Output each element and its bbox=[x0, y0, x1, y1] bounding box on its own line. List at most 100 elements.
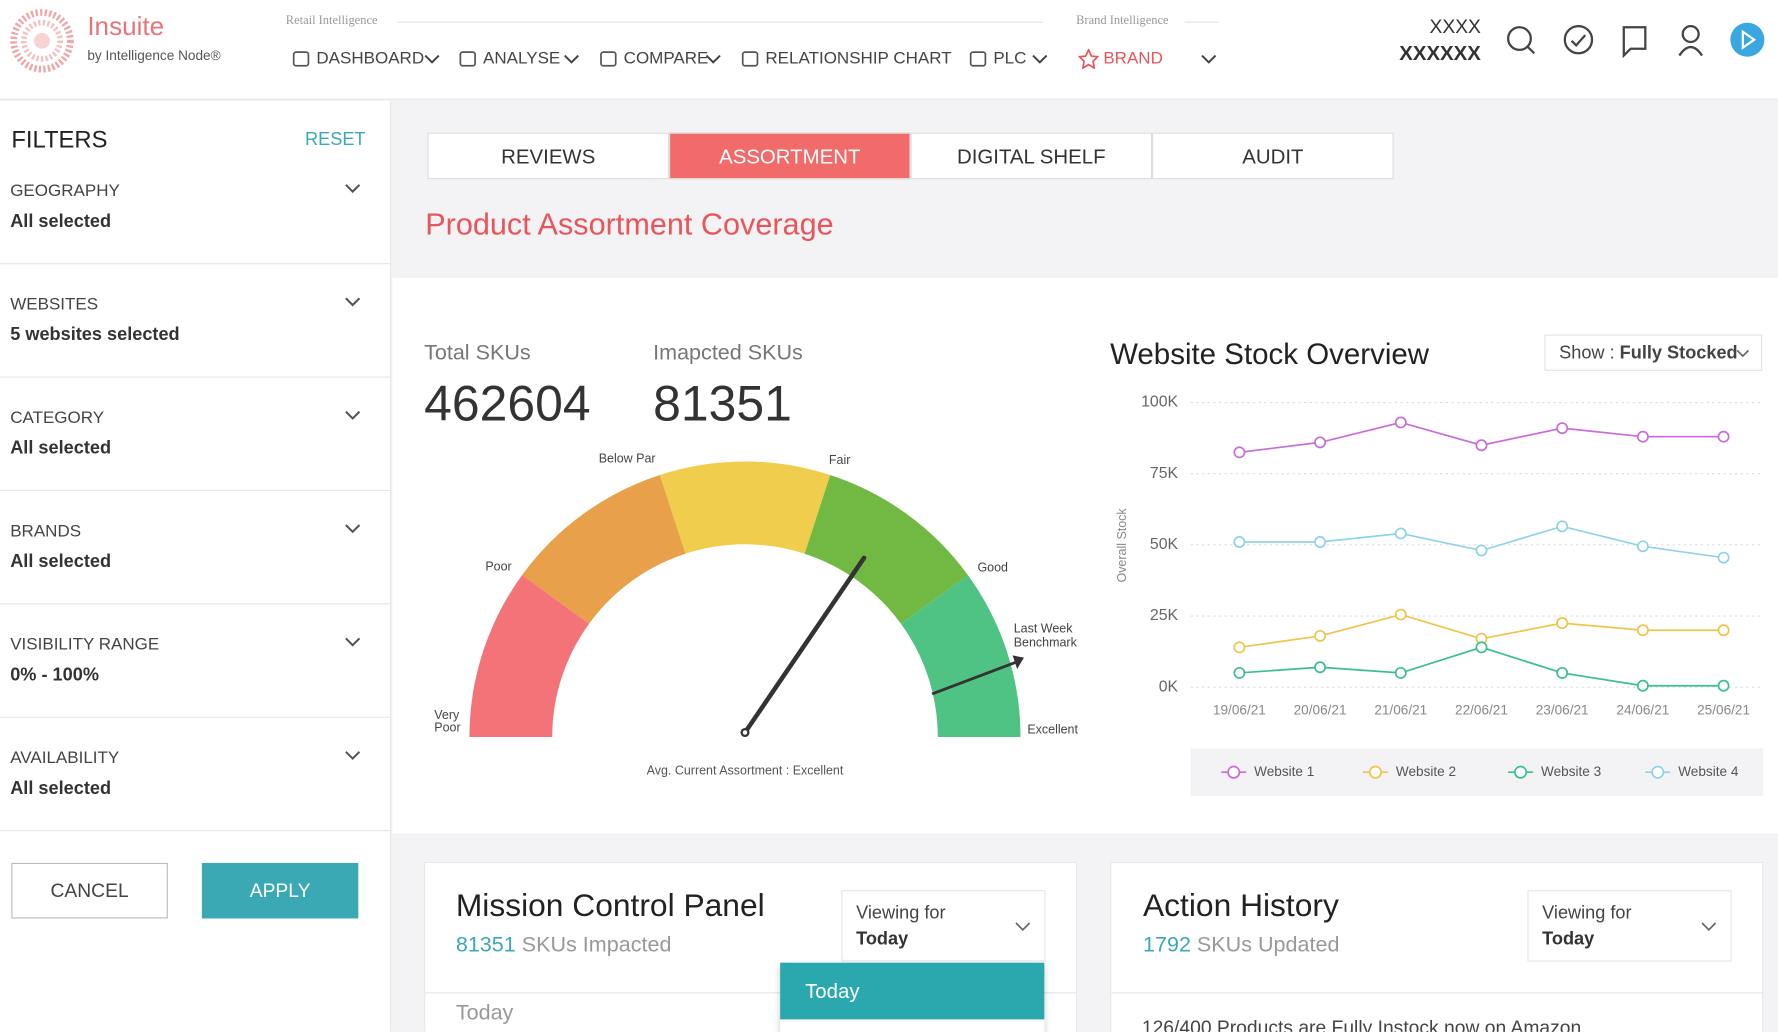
filter-value: 5 websites selected bbox=[10, 325, 180, 345]
viewing-label: Viewing for bbox=[856, 903, 946, 924]
search-icon[interactable] bbox=[1506, 26, 1536, 55]
nav-icon bbox=[1078, 48, 1099, 70]
nav-icon bbox=[969, 51, 987, 67]
nav-icon bbox=[459, 51, 476, 67]
viewing-dropdown[interactable]: Viewing for Today bbox=[841, 890, 1046, 962]
section-label: Brand Intelligence bbox=[1076, 13, 1169, 28]
chevron bbox=[345, 637, 361, 647]
card-count: 81351 SKUs Impacted bbox=[456, 933, 672, 958]
chevron bbox=[705, 54, 721, 64]
chevron-line bbox=[345, 184, 361, 194]
legend bbox=[1190, 748, 1764, 797]
gauge-caption: Avg. Current Assortment : Excellent bbox=[646, 764, 844, 778]
filter-value: All selected bbox=[10, 212, 112, 232]
chevron bbox=[345, 751, 361, 761]
header-icons bbox=[1506, 22, 1765, 59]
divider bbox=[0, 263, 392, 265]
viewing-label: Viewing for bbox=[1542, 903, 1632, 924]
chevron bbox=[345, 184, 361, 194]
gauge-label: Below Par bbox=[598, 452, 656, 467]
nav-icon bbox=[741, 51, 759, 67]
filter-value: All selected bbox=[10, 779, 112, 799]
row-label: Today bbox=[455, 1001, 514, 1026]
show-dropdown[interactable]: Show : Fully Stocked bbox=[1544, 334, 1763, 371]
gauge-label: Excellent bbox=[1027, 723, 1078, 738]
header bbox=[0, 0, 1778, 100]
divider bbox=[0, 716, 392, 718]
count-label: SKUs Impacted bbox=[521, 933, 672, 958]
chart-title: Website Stock Overview bbox=[1110, 336, 1430, 371]
chevron-line bbox=[563, 54, 580, 64]
row-label: 126/400 Products are Fully Instock now o… bbox=[1141, 1017, 1582, 1032]
tab[interactable]: DIGITAL SHELF bbox=[910, 132, 1153, 180]
divider bbox=[425, 992, 1077, 994]
viewing-dropdown[interactable]: Viewing for Today bbox=[1527, 890, 1732, 962]
nav-item[interactable]: PLC bbox=[993, 48, 1027, 69]
stat-label: Total SKUs bbox=[424, 341, 531, 366]
page-title: Product Assortment Coverage bbox=[425, 207, 834, 242]
count-value: 81351 bbox=[455, 933, 516, 958]
card-title: Mission Control Panel bbox=[455, 887, 765, 924]
chevron bbox=[1701, 922, 1717, 932]
dropdown-option[interactable]: Today bbox=[780, 962, 1045, 1020]
chevron-line bbox=[345, 751, 361, 761]
cancel-button[interactable]: CANCEL bbox=[11, 862, 168, 919]
play-icon[interactable] bbox=[1730, 22, 1765, 57]
tab[interactable]: ASSORTMENT bbox=[669, 132, 911, 180]
user-line: XXXX bbox=[1429, 15, 1481, 38]
brand-name: Insuite bbox=[87, 11, 165, 41]
nav-item[interactable]: ANALYSE bbox=[483, 48, 561, 69]
apply-button[interactable]: APPLY bbox=[201, 862, 359, 919]
stat-value: 462604 bbox=[424, 376, 591, 433]
user-line: XXXXXX bbox=[1399, 41, 1481, 65]
chevron bbox=[1015, 922, 1031, 932]
chevron bbox=[424, 54, 440, 64]
filter-value: All selected bbox=[10, 552, 112, 572]
chevron-line bbox=[1201, 54, 1217, 64]
nav-item[interactable]: RELATIONSHIP CHART bbox=[765, 48, 952, 69]
chevron bbox=[345, 524, 361, 534]
nav-icon bbox=[600, 51, 617, 67]
section-label: Retail Intelligence bbox=[285, 13, 378, 28]
chevron-line bbox=[345, 524, 361, 534]
show-label: Show : bbox=[1559, 343, 1615, 363]
message-icon[interactable] bbox=[1622, 26, 1647, 59]
show-value: Fully Stocked bbox=[1619, 343, 1738, 363]
divider bbox=[1111, 992, 1763, 994]
chevron bbox=[1032, 54, 1048, 64]
filter-label[interactable]: WEBSITES bbox=[10, 294, 99, 315]
filter-label[interactable]: CATEGORY bbox=[10, 408, 105, 428]
tab[interactable]: AUDIT bbox=[1152, 132, 1394, 180]
gauge-label: Good bbox=[977, 561, 1008, 575]
nav-item[interactable]: COMPARE bbox=[623, 48, 709, 69]
gauge-label: Poor bbox=[485, 560, 512, 574]
chevron bbox=[345, 410, 361, 420]
chevron-line bbox=[424, 54, 440, 64]
nav-item[interactable]: BRAND bbox=[1103, 48, 1163, 69]
viewing-value: Today bbox=[856, 929, 909, 950]
chevron-line bbox=[345, 637, 361, 647]
user-icon[interactable] bbox=[1678, 24, 1703, 57]
gauge-label: Fair bbox=[828, 453, 851, 468]
filter-value: 0% - 100% bbox=[10, 665, 99, 685]
divider bbox=[0, 489, 392, 491]
chat-icon[interactable] bbox=[1563, 24, 1594, 55]
divider bbox=[0, 603, 392, 605]
filter-label[interactable]: AVAILABILITY bbox=[10, 748, 120, 768]
filter-label[interactable]: VISIBILITY RANGE bbox=[10, 635, 160, 655]
stat-label: Imapcted SKUs bbox=[653, 341, 803, 366]
filter-label[interactable]: BRANDS bbox=[10, 521, 82, 541]
reset-button[interactable]: RESET bbox=[305, 130, 366, 150]
stat-value: 81351 bbox=[653, 376, 792, 433]
count-value: 1792 bbox=[1143, 933, 1191, 958]
chevron-line bbox=[345, 410, 361, 420]
viewing-value: Today bbox=[1542, 929, 1595, 950]
chevron bbox=[1201, 54, 1217, 64]
filter-label[interactable]: GEOGRAPHY bbox=[10, 181, 120, 201]
card-title: Action History bbox=[1143, 887, 1339, 924]
card-count: 1792 SKUs Updated bbox=[1143, 933, 1339, 958]
filter-value: All selected bbox=[10, 438, 112, 459]
divider bbox=[1184, 21, 1219, 23]
nav-item[interactable]: DASHBOARD bbox=[316, 48, 425, 69]
tab[interactable]: REVIEWS bbox=[427, 132, 670, 180]
